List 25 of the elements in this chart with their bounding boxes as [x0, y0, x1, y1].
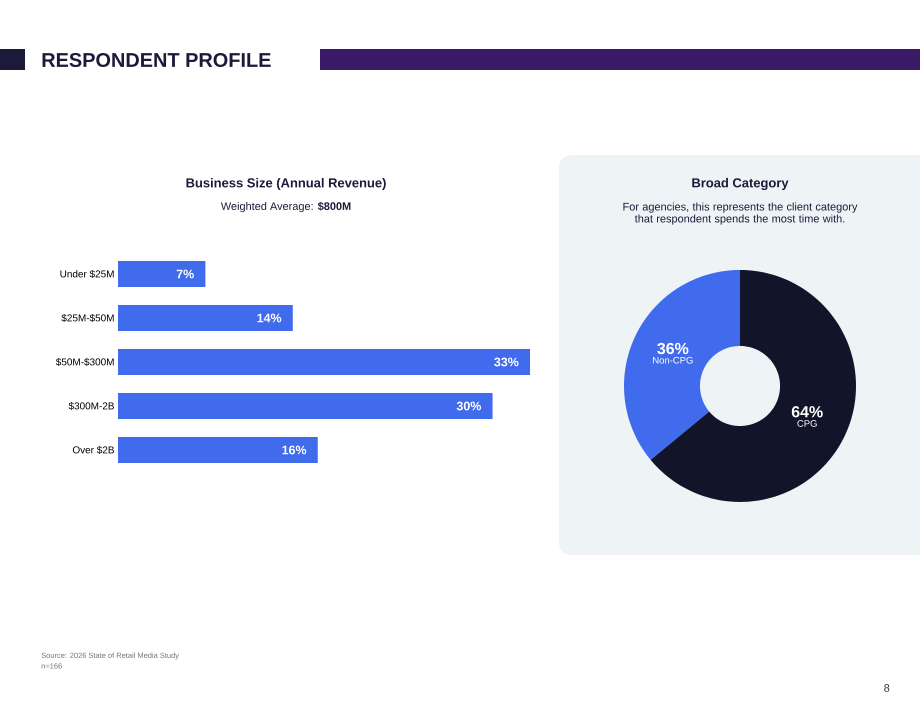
data-label: 33%	[494, 358, 518, 366]
data-label: 14%	[257, 314, 282, 322]
bar	[118, 348, 530, 375]
data-label: 64%	[792, 406, 823, 418]
y-tick-label: Under $25M	[60, 270, 114, 278]
data-label: 36%	[657, 342, 688, 354]
bar	[118, 392, 493, 419]
data-label: 30%	[456, 402, 482, 410]
y-tick-label: $25M-$50M	[61, 314, 114, 322]
chart-subtitle: For agencies, this represents the client category that respondent spends the most time with.	[623, 202, 858, 225]
text: 8	[884, 684, 890, 692]
chart-title: Broad Category	[692, 178, 788, 190]
chart-title: Business Size (Annual Revenue)	[186, 178, 386, 190]
y-tick-label: $300M-2B	[68, 402, 114, 410]
chart-subtitle: Weighted Average: $800M	[220, 202, 350, 212]
bar	[118, 260, 206, 287]
bar	[118, 436, 318, 463]
data-label: 16%	[282, 446, 306, 454]
data-label: 7%	[176, 270, 194, 278]
y-tick-label: Over $2B	[72, 446, 114, 454]
bar	[118, 304, 293, 331]
slice-label: CPG	[797, 420, 817, 427]
y-tick-label: $50M-$300M	[56, 358, 114, 366]
slice-label: Non-CPG	[653, 356, 693, 364]
text: RESPONDENT PROFILE	[42, 52, 271, 68]
